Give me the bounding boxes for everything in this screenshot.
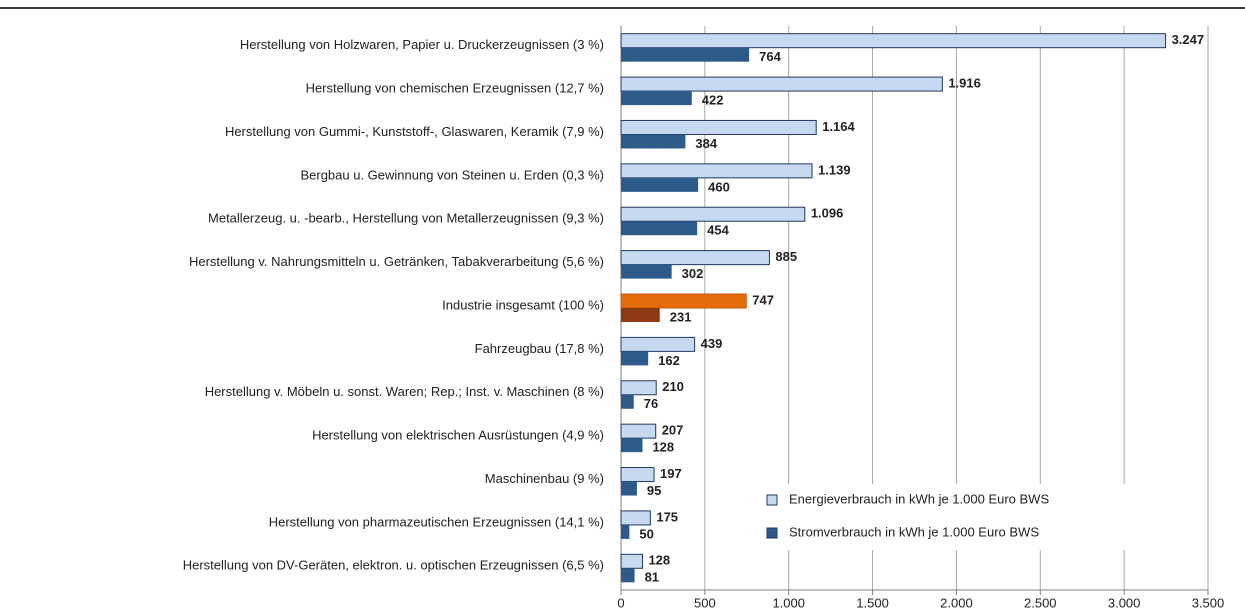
x-tick-label: 3.500 — [1192, 595, 1225, 610]
bar — [620, 336, 696, 352]
value-label: 747 — [752, 292, 774, 307]
legend-box — [757, 484, 1177, 550]
bar — [621, 351, 649, 366]
value-label: 207 — [662, 423, 684, 438]
bar — [621, 394, 634, 409]
bar — [621, 177, 699, 192]
y-tick-label: Herstellung von Holzwaren, Papier u. Dru… — [240, 37, 604, 52]
bar — [621, 91, 692, 106]
value-label: 197 — [660, 466, 682, 481]
value-label: 302 — [682, 266, 704, 281]
value-label: 454 — [707, 223, 729, 238]
value-label: 460 — [708, 179, 730, 194]
bar — [621, 221, 698, 236]
value-label: 128 — [648, 553, 670, 568]
value-label: 422 — [702, 93, 724, 108]
y-tick-label: Herstellung von Gummi-, Kunststoff-, Gla… — [225, 124, 604, 139]
bar — [620, 163, 813, 179]
y-tick-label: Herstellung von chemischen Erzeugnissen … — [306, 81, 604, 96]
bar — [621, 438, 643, 453]
y-tick-label: Bergbau u. Gewinnung von Steinen u. Erde… — [300, 167, 604, 182]
bar — [620, 510, 651, 526]
value-label: 81 — [645, 570, 659, 585]
bar — [621, 47, 750, 62]
bar — [620, 33, 1167, 49]
y-tick-label: Herstellung von pharmazeutischen Erzeugn… — [269, 514, 604, 529]
bar — [620, 423, 657, 439]
bar — [620, 76, 943, 92]
x-tick-label: 0 — [617, 595, 624, 610]
y-tick-label: Metallerzeug. u. -bearb., Herstellung vo… — [208, 211, 604, 226]
bar — [620, 293, 747, 309]
x-tick-label: 1.000 — [772, 595, 805, 610]
value-label: 76 — [644, 396, 658, 411]
value-label: 3.247 — [1172, 32, 1205, 47]
value-label: 439 — [701, 336, 723, 351]
legend-swatch — [766, 494, 778, 506]
y-tick-label: Maschinenbau (9 %) — [485, 471, 604, 486]
value-label: 1.096 — [811, 206, 844, 221]
value-label: 764 — [759, 49, 781, 64]
bar — [620, 380, 657, 396]
bar — [620, 206, 806, 222]
bar — [621, 264, 672, 279]
legend-swatch — [766, 527, 778, 539]
bar — [621, 568, 635, 583]
value-label: 50 — [639, 526, 653, 541]
value-label: 231 — [670, 309, 692, 324]
bar — [621, 481, 637, 496]
value-label: 384 — [695, 136, 717, 151]
value-label: 128 — [652, 440, 674, 455]
y-tick-label: Herstellung v. Nahrungsmitteln u. Geträn… — [189, 254, 604, 269]
x-tick-label: 2.500 — [1024, 595, 1057, 610]
y-tick-label: Herstellung von elektrischen Ausrüstunge… — [312, 428, 604, 443]
bar — [620, 553, 643, 569]
y-tick-label: Fahrzeugbau (17,8 %) — [475, 341, 604, 356]
value-label: 1.916 — [948, 76, 981, 91]
value-label: 162 — [658, 353, 680, 368]
y-tick-label: Herstellung von DV-Geräten, elektron. u.… — [183, 558, 604, 573]
x-tick-label: 3.000 — [1108, 595, 1141, 610]
value-label: 885 — [775, 249, 797, 264]
bar — [621, 308, 660, 322]
value-label: 210 — [662, 379, 684, 394]
y-tick-label: Industrie insgesamt (100 %) — [442, 297, 604, 312]
bar — [620, 119, 817, 135]
bar — [621, 524, 630, 539]
legend-label: Energieverbrauch in kWh je 1.000 Euro BW… — [789, 491, 1049, 506]
x-tick-label: 500 — [694, 595, 716, 610]
y-tick-label: Herstellung v. Möbeln u. sonst. Waren; R… — [205, 384, 604, 399]
value-label: 1.164 — [822, 119, 855, 134]
bar — [620, 467, 655, 483]
value-label: 175 — [656, 509, 678, 524]
bar — [620, 250, 770, 266]
bar — [621, 134, 686, 149]
x-tick-label: 1.500 — [856, 595, 889, 610]
value-label: 1.139 — [818, 162, 851, 177]
x-tick-label: 2.000 — [940, 595, 973, 610]
legend-label: Stromverbrauch in kWh je 1.000 Euro BWS — [789, 524, 1039, 539]
value-label: 95 — [647, 483, 661, 498]
